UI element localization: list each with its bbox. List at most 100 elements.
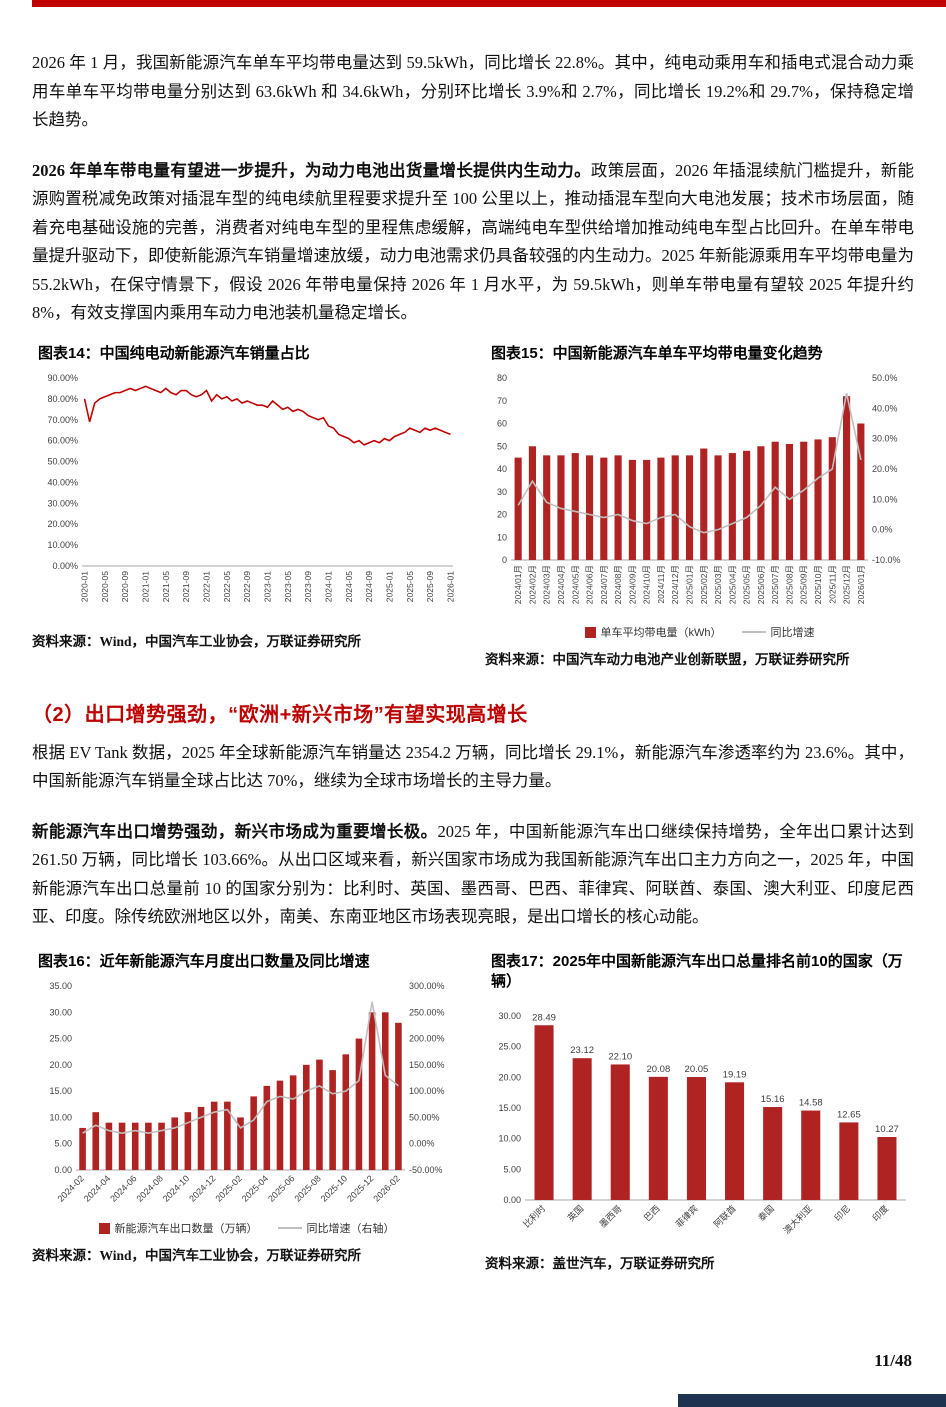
svg-text:90.00%: 90.00% — [47, 373, 78, 383]
svg-text:2024-01: 2024-01 — [323, 571, 333, 602]
svg-text:10.00%: 10.00% — [47, 540, 78, 550]
fig16-plot: 0.00 5.00 10.00 15.00 20.00 25.00 30.00 35.00 -5… — [49, 981, 445, 1204]
svg-text:2022-09: 2022-09 — [242, 571, 252, 602]
figure-14: 图表14：中国纯电动新能源汽车销量占比 0.00% 10.00% 20.00% 30.… — [32, 344, 461, 670]
svg-text:80.00%: 80.00% — [47, 394, 78, 404]
svg-text:墨西哥: 墨西哥 — [597, 1204, 623, 1230]
svg-text:30.00: 30.00 — [49, 1007, 72, 1017]
fig17-plot: 0.00 5.00 10.00 15.00 20.00 25.00 30.00 28.49 23… — [498, 1011, 906, 1236]
svg-text:2024/02月: 2024/02月 — [527, 565, 537, 604]
svg-text:澳大利亚: 澳大利亚 — [781, 1203, 814, 1236]
svg-text:-50.00%: -50.00% — [409, 1165, 443, 1175]
svg-text:25.00: 25.00 — [49, 1034, 72, 1044]
figure-16-title: 图表16：近年新能源汽车月度出口数量及同比增速 — [38, 952, 370, 970]
legend-bar-swatch — [584, 626, 596, 638]
svg-text:35.00: 35.00 — [49, 981, 72, 991]
svg-text:比利时: 比利时 — [521, 1203, 548, 1230]
figure-15-chart: 0 10 20 30 40 50 60 70 80 -10.0% 0.0% 10.0% 20.0% 30.… — [485, 372, 914, 640]
figure-16-chart: 0.00 5.00 10.00 15.00 20.00 25.00 30.00 35.00 -5… — [32, 980, 461, 1236]
svg-text:2024-12: 2024-12 — [187, 1173, 217, 1203]
svg-text:25.00: 25.00 — [498, 1042, 521, 1052]
svg-text:60: 60 — [497, 419, 507, 429]
svg-text:20: 20 — [497, 510, 507, 520]
legend-label: 同比增速（右轴） — [306, 1223, 395, 1236]
svg-text:15.00: 15.00 — [498, 1103, 521, 1113]
svg-text:2025-04: 2025-04 — [240, 1173, 270, 1203]
top-red-bar — [32, 0, 946, 7]
svg-text:28.49: 28.49 — [532, 1013, 556, 1024]
svg-text:2020-09: 2020-09 — [120, 571, 130, 602]
svg-text:2025-02: 2025-02 — [213, 1173, 243, 1203]
svg-text:100.00%: 100.00% — [409, 1086, 445, 1096]
svg-text:50: 50 — [497, 441, 507, 451]
svg-text:2024/04月: 2024/04月 — [556, 565, 566, 604]
svg-text:20.00: 20.00 — [49, 1060, 72, 1070]
svg-text:2025/04月: 2025/04月 — [727, 565, 737, 604]
svg-text:5.00: 5.00 — [54, 1139, 72, 1149]
svg-text:2026-02: 2026-02 — [371, 1173, 401, 1203]
svg-text:2025/09月: 2025/09月 — [799, 565, 809, 604]
page-content: 2026 年 1 月，我国新能源汽车单车平均带电量达到 59.5kWh，同比增长… — [0, 49, 946, 1274]
legend-line-swatch — [741, 631, 766, 634]
paragraph-2026-outlook-body: 政策层面，2026 年插混续航门槛提升，新能源购置税减免政策对插混车型的纯电续航… — [32, 160, 915, 323]
figure-row-2: 图表16：近年新能源汽车月度出口数量及同比增速 0.00 5.00 10.00 15.… — [32, 952, 914, 1274]
svg-text:14.58: 14.58 — [799, 1098, 823, 1109]
svg-text:2024-08: 2024-08 — [135, 1173, 165, 1203]
svg-text:20.08: 20.08 — [646, 1064, 670, 1075]
legend-item: 同比增速（右轴） — [277, 1220, 395, 1236]
legend-label: 同比增速 — [770, 627, 815, 640]
section-heading-exports: （2）出口增势强劲，“欧洲+新兴市场”有望实现高增长 — [32, 703, 528, 726]
svg-text:2025-12: 2025-12 — [345, 1173, 375, 1203]
svg-text:70.00%: 70.00% — [47, 415, 78, 425]
svg-text:2023-01: 2023-01 — [263, 571, 273, 602]
svg-text:12.65: 12.65 — [837, 1110, 861, 1121]
svg-text:2025-06: 2025-06 — [266, 1173, 296, 1203]
svg-text:2022-01: 2022-01 — [202, 571, 212, 602]
svg-text:2023-09: 2023-09 — [303, 571, 313, 602]
paragraph-battery-capacity: 2026 年 1 月，我国新能源汽车单车平均带电量达到 59.5kWh，同比增长… — [32, 53, 914, 130]
legend-label: 新能源汽车出口数量（万辆） — [114, 1223, 258, 1236]
svg-text:印度: 印度 — [870, 1203, 891, 1224]
svg-text:10.0%: 10.0% — [872, 494, 898, 504]
svg-text:2021-05: 2021-05 — [161, 571, 171, 602]
svg-text:0.00: 0.00 — [503, 1195, 521, 1205]
svg-text:2024/12月: 2024/12月 — [670, 565, 680, 604]
svg-text:10.00: 10.00 — [498, 1134, 521, 1144]
figure-17-source: 资料来源：盖世汽车，万联证券研究所 — [485, 1256, 715, 1272]
svg-text:300.00%: 300.00% — [409, 981, 445, 991]
svg-text:20.00%: 20.00% — [47, 519, 78, 529]
svg-text:60.00%: 60.00% — [47, 436, 78, 446]
svg-text:2026-01: 2026-01 — [445, 571, 455, 602]
svg-text:巴西: 巴西 — [642, 1204, 662, 1224]
figure-row-1: 图表14：中国纯电动新能源汽车销量占比 0.00% 10.00% 20.00% 30.… — [32, 344, 914, 670]
paragraph-export-growth: 新能源汽车出口增势强劲，新兴市场成为重要增长极。2025 年，中国新能源汽车出口… — [32, 818, 914, 932]
svg-text:2024-04: 2024-04 — [82, 1173, 112, 1203]
paragraph-export-growth-body: 2025 年，中国新能源汽车出口继续保持增势，全年出口累计达到 261.50 万… — [32, 821, 915, 927]
legend-line-swatch — [277, 1227, 302, 1230]
svg-text:80: 80 — [497, 373, 507, 383]
svg-text:2025/11月: 2025/11月 — [827, 565, 837, 604]
svg-text:19.19: 19.19 — [723, 1070, 747, 1081]
svg-text:2025-08: 2025-08 — [292, 1173, 322, 1203]
svg-text:0.00%: 0.00% — [409, 1139, 435, 1149]
svg-text:2025-09: 2025-09 — [425, 571, 435, 602]
svg-text:20.0%: 20.0% — [872, 464, 898, 474]
svg-text:150.00%: 150.00% — [409, 1060, 445, 1070]
legend-item: 新能源汽车出口数量（万辆） — [98, 1220, 258, 1236]
legend-item: 同比增速 — [741, 624, 815, 640]
svg-text:2025/05月: 2025/05月 — [742, 565, 752, 604]
fig15-plot: 0 10 20 30 40 50 60 70 80 -10.0% 0.0% 10.0% 20.0% 30.… — [497, 373, 901, 604]
svg-text:英国: 英国 — [565, 1203, 586, 1224]
svg-text:泰国: 泰国 — [756, 1203, 777, 1224]
svg-text:30.0%: 30.0% — [872, 434, 898, 444]
page-number: 11/48 — [874, 1351, 912, 1370]
paragraph-ev-tank: 根据 EV Tank 数据，2025 年全球新能源汽车销量达 2354.2 万辆… — [32, 742, 914, 791]
svg-text:2024-05: 2024-05 — [344, 571, 354, 602]
svg-text:阿联酋: 阿联酋 — [711, 1203, 738, 1230]
figure-16-source: 资料来源：Wind，中国汽车工业协会，万联证券研究所 — [32, 1248, 362, 1264]
svg-text:2025/01月: 2025/01月 — [685, 565, 695, 604]
figure-15-title: 图表15：中国新能源汽车单车平均带电量变化趋势 — [491, 344, 823, 362]
svg-text:2025/03月: 2025/03月 — [713, 565, 723, 604]
svg-text:2025/08月: 2025/08月 — [784, 565, 794, 604]
